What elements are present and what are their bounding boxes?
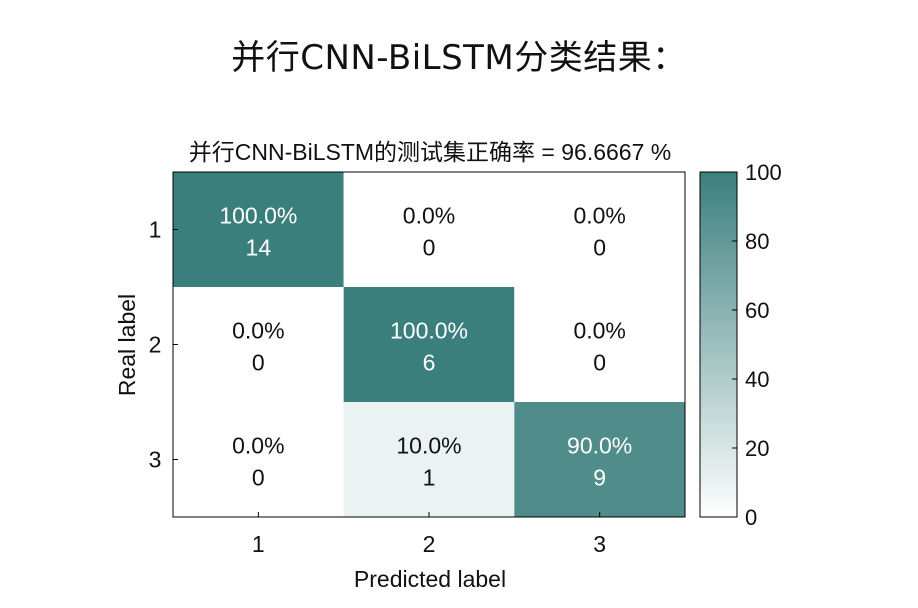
cell-percent-label: 0.0% — [403, 203, 455, 229]
cell-count-label: 9 — [593, 465, 606, 491]
matrix-cell-1-1 — [173, 172, 344, 287]
x-tick-label: 1 — [252, 531, 265, 557]
matrix-cell-3-1 — [173, 402, 344, 517]
y-axis-label: Real label — [114, 294, 140, 396]
colorbar-tick-label: 20 — [745, 436, 769, 461]
cell-percent-label: 0.0% — [573, 318, 625, 344]
cell-count-label: 6 — [423, 350, 436, 376]
x-axis-label: Predicted label — [354, 566, 506, 592]
cell-count-label: 0 — [252, 350, 265, 376]
cell-percent-label: 100.0% — [219, 203, 297, 229]
cell-count-label: 0 — [423, 235, 436, 261]
colorbar-tick-label: 60 — [745, 298, 769, 323]
cell-percent-label: 0.0% — [232, 318, 284, 344]
y-tick-label: 1 — [149, 217, 162, 243]
x-tick-labels: 1 2 3 — [252, 512, 606, 557]
colorbar-ticks: 0 20 40 60 80 100 — [732, 160, 782, 530]
matrix-cell-2-3 — [514, 287, 685, 402]
y-tick-label: 3 — [149, 447, 162, 473]
cell-count-label: 1 — [423, 465, 436, 491]
cell-percent-label: 90.0% — [567, 433, 632, 459]
colorbar-tick-label: 40 — [745, 367, 769, 392]
cell-count-label: 0 — [593, 235, 606, 261]
page-title: 并行CNN-BiLSTM分类结果： — [231, 38, 687, 78]
matrix-cell-1-3 — [514, 172, 685, 287]
matrix-cells: 100.0% 14 0.0% 0 0.0% 0 0.0% 0 100.0% 6 0.0% 0 0.0% 0… — [173, 172, 685, 517]
colorbar: 0 20 40 60 80 100 — [699, 160, 782, 530]
matrix-cell-2-2 — [343, 287, 515, 402]
matrix-cell-1-2 — [343, 172, 515, 287]
x-tick-label: 2 — [423, 531, 436, 557]
matrix-cell-3-3 — [514, 402, 685, 517]
cell-percent-label: 0.0% — [232, 433, 284, 459]
colorbar-tick-label: 100 — [745, 160, 782, 185]
cell-count-label: 0 — [593, 350, 606, 376]
cell-percent-label: 100.0% — [390, 318, 468, 344]
colorbar-tick-label: 80 — [745, 229, 769, 254]
x-tick-label: 3 — [593, 531, 606, 557]
matrix-cell-2-1 — [173, 287, 344, 402]
cell-percent-label: 0.0% — [573, 203, 625, 229]
y-tick-label: 2 — [149, 332, 162, 358]
colorbar-tick-label: 0 — [745, 505, 757, 530]
colorbar-gradient — [699, 171, 738, 518]
chart-title: 并行CNN-BiLSTM的测试集正确率 = 96.6667 % — [189, 139, 671, 165]
cell-percent-label: 10.0% — [396, 433, 461, 459]
cell-count-label: 0 — [252, 465, 265, 491]
cell-count-label: 14 — [246, 235, 272, 261]
y-tick-labels: 1 2 3 — [149, 217, 178, 473]
matrix-cell-3-2 — [343, 402, 515, 517]
